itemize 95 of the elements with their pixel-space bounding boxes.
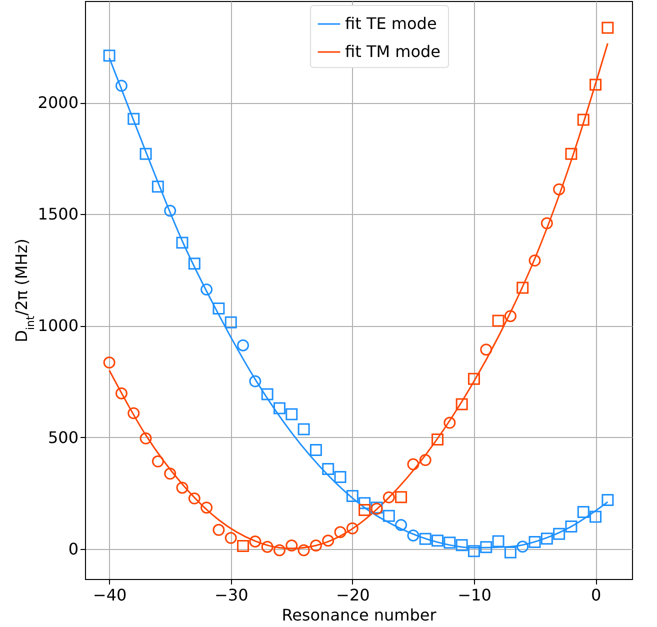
point [261, 540, 274, 553]
x-tick-label: −20 [336, 586, 370, 604]
point [334, 526, 346, 538]
point [115, 387, 128, 400]
point [200, 502, 213, 514]
point [249, 375, 262, 388]
point [212, 302, 225, 315]
point [407, 530, 420, 542]
point [468, 545, 480, 558]
x-tick-label: −10 [458, 586, 492, 604]
point [273, 544, 286, 556]
point [419, 454, 432, 466]
point [456, 398, 468, 410]
point [432, 434, 444, 446]
point [212, 524, 225, 536]
point [322, 462, 334, 475]
point [346, 490, 358, 502]
point [540, 217, 553, 230]
point [358, 504, 371, 516]
point [565, 148, 578, 160]
point [128, 112, 140, 125]
point [553, 183, 566, 196]
point [456, 539, 468, 552]
y-tick-label: 1000 [38, 316, 78, 336]
point [577, 506, 590, 518]
point [407, 458, 420, 470]
point [602, 22, 614, 34]
legend-label: fit TE mode [345, 14, 437, 33]
point [565, 520, 578, 533]
point [140, 148, 152, 160]
point [249, 536, 262, 548]
y-tick-label: 1500 [38, 204, 78, 224]
point [334, 471, 346, 484]
legend-label: fit TM mode [345, 42, 440, 61]
point [237, 540, 250, 552]
x-axis-title: Resonance number [282, 606, 437, 624]
point [395, 519, 408, 531]
y-tick-label: 2000 [38, 93, 78, 112]
y-tick-label: 500 [48, 428, 78, 447]
point [480, 541, 492, 554]
point [286, 408, 298, 420]
point [188, 492, 200, 504]
point [577, 114, 590, 126]
point [237, 339, 250, 352]
point [516, 540, 529, 553]
point [528, 254, 541, 267]
point [273, 402, 286, 414]
point [224, 316, 237, 328]
point [176, 482, 188, 494]
point [310, 540, 322, 552]
point [444, 536, 456, 549]
point [516, 282, 529, 294]
x-tick-label: −40 [92, 586, 127, 604]
point [152, 180, 164, 193]
point [164, 204, 176, 217]
point [176, 236, 188, 249]
point [152, 455, 164, 468]
point [115, 80, 128, 92]
point [540, 532, 553, 545]
point [188, 258, 200, 270]
point [468, 372, 480, 385]
point [382, 510, 395, 522]
point [419, 532, 432, 545]
point [298, 544, 310, 556]
point [322, 534, 334, 547]
point [492, 535, 504, 548]
point [432, 534, 444, 547]
y-tick-label: 0 [68, 539, 78, 558]
point [310, 444, 322, 456]
point [395, 491, 408, 504]
x-tick-label: −30 [214, 586, 248, 604]
point [103, 356, 116, 369]
point [492, 314, 504, 327]
point [602, 494, 614, 506]
point [298, 423, 310, 436]
point [103, 50, 116, 62]
point [480, 344, 492, 356]
point [504, 546, 516, 558]
point [553, 528, 566, 540]
point [504, 310, 516, 322]
point [164, 468, 176, 480]
point [128, 407, 140, 420]
point [590, 78, 602, 91]
point [444, 416, 456, 429]
point [286, 540, 298, 552]
point [358, 497, 371, 510]
point [382, 491, 395, 504]
x-tick-label: 0 [590, 586, 602, 604]
point [590, 510, 602, 523]
point [528, 536, 541, 548]
point [346, 522, 358, 534]
point [261, 388, 274, 400]
point [224, 532, 237, 544]
point [140, 432, 152, 444]
point [200, 284, 213, 296]
